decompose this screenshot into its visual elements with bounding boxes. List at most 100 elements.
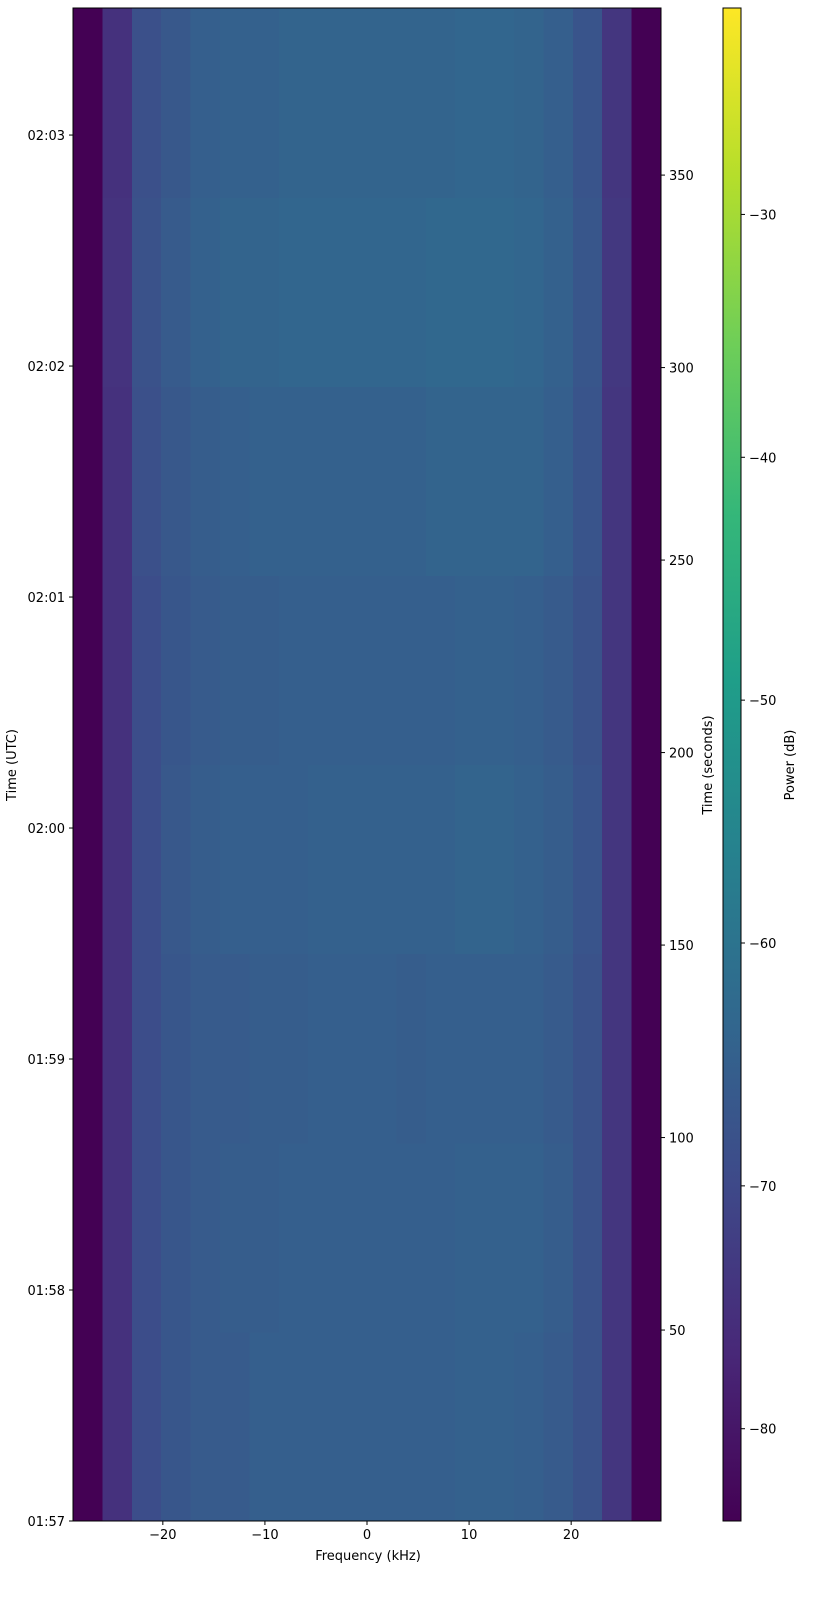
heatmap-cell — [514, 764, 544, 955]
heatmap-cell — [367, 386, 397, 577]
heatmap-cell — [190, 8, 221, 199]
heatmap-cell — [190, 386, 221, 577]
heatmap-cell — [102, 953, 133, 1144]
y2-tick-label: 250 — [669, 554, 694, 569]
x-tick-label: 0 — [363, 1528, 371, 1543]
colorbar-label: Power (dB) — [783, 730, 798, 801]
heatmap-cell — [367, 764, 397, 955]
heatmap-cell — [102, 386, 133, 577]
heatmap-cell — [249, 764, 280, 955]
heatmap-cell — [308, 8, 339, 199]
heatmap-cell — [631, 197, 661, 388]
heatmap-cell — [249, 8, 280, 199]
heatmap-cell — [484, 575, 515, 766]
heatmap-cell — [396, 575, 427, 766]
y-tick-label: 02:03 — [28, 129, 65, 144]
heatmap-cell — [425, 953, 456, 1144]
heatmap-cell — [278, 8, 309, 199]
heatmap-cell — [572, 386, 603, 577]
colorbar-tick-label: −60 — [749, 937, 776, 952]
heatmap-cell — [161, 1142, 192, 1333]
heatmap-cell — [367, 8, 397, 199]
heatmap-cell — [337, 386, 368, 577]
heatmap-cell — [543, 953, 574, 1144]
heatmap-cell — [161, 386, 192, 577]
heatmap-cell — [572, 764, 603, 955]
heatmap-cell — [278, 575, 309, 766]
heatmap-cell — [425, 1331, 456, 1521]
heatmap-cell — [308, 575, 339, 766]
heatmap-cell — [396, 1331, 427, 1521]
heatmap-cell — [543, 386, 574, 577]
heatmap-cell — [73, 953, 103, 1144]
heatmap-cell — [102, 1142, 133, 1333]
heatmap-cell — [455, 575, 486, 766]
heatmap-cell — [631, 8, 661, 199]
heatmap-cell — [484, 1331, 515, 1521]
heatmap-cell — [484, 8, 515, 199]
x-tick-label: 20 — [563, 1528, 580, 1543]
heatmap-cell — [514, 953, 544, 1144]
y2-tick-label: 150 — [669, 939, 694, 954]
heatmap-cell — [190, 1331, 221, 1521]
colorbar-tick-label: −40 — [749, 451, 776, 466]
heatmap-cell — [455, 197, 486, 388]
heatmap-cell — [337, 8, 368, 199]
heatmap-cell — [220, 386, 250, 577]
heatmap-cell — [455, 8, 486, 199]
heatmap-cell — [131, 575, 162, 766]
heatmap-cell — [102, 8, 133, 199]
heatmap-cell — [220, 575, 250, 766]
heatmap-cell — [543, 1142, 574, 1333]
heatmap-cell — [220, 1142, 250, 1333]
heatmap-cell — [220, 953, 250, 1144]
heatmap-cell — [161, 575, 192, 766]
heatmap-cell — [73, 197, 103, 388]
heatmap-cell — [572, 575, 603, 766]
heatmap-cell — [396, 764, 427, 955]
colorbar-tick-label: −80 — [749, 1423, 776, 1438]
heatmap-cell — [190, 575, 221, 766]
heatmap-cell — [367, 953, 397, 1144]
heatmap-cell — [425, 197, 456, 388]
heatmap-cell — [337, 953, 368, 1144]
heatmap-cell — [543, 764, 574, 955]
y-axis-label: Time (UTC) — [5, 729, 20, 802]
heatmap-cell — [220, 764, 250, 955]
heatmap-cell — [278, 953, 309, 1144]
heatmap-cell — [543, 575, 574, 766]
y-tick-label: 02:01 — [28, 591, 65, 606]
heatmap-cell — [337, 197, 368, 388]
heatmap-cell — [543, 8, 574, 199]
heatmap-cell — [131, 1142, 162, 1333]
heatmap-cell — [73, 764, 103, 955]
colorbar-tick-label: −70 — [749, 1180, 776, 1195]
heatmap-cell — [484, 197, 515, 388]
heatmap-cell — [278, 197, 309, 388]
heatmap-cell — [73, 575, 103, 766]
heatmap-cell — [131, 764, 162, 955]
heatmap-cell — [425, 386, 456, 577]
heatmap-cell — [161, 1331, 192, 1521]
y-tick-label: 01:59 — [28, 1053, 65, 1068]
heatmap-cell — [514, 1331, 544, 1521]
heatmap-cell — [190, 953, 221, 1144]
heatmap-cell — [337, 764, 368, 955]
heatmap-cell — [73, 1331, 103, 1521]
heatmap-cell — [455, 1142, 486, 1333]
heatmap-cell — [543, 197, 574, 388]
heatmap-cell — [631, 764, 661, 955]
colorbar-tick-label: −30 — [749, 208, 776, 223]
heatmap-cell — [102, 575, 133, 766]
y-tick-label: 02:02 — [28, 360, 65, 375]
heatmap-cell — [367, 575, 397, 766]
y-tick-label: 01:57 — [28, 1515, 65, 1530]
x-axis-label: Frequency (kHz) — [315, 1549, 421, 1564]
heatmap-cell — [337, 575, 368, 766]
heatmap-cell — [308, 764, 339, 955]
heatmap-cell — [278, 764, 309, 955]
y-tick-label: 01:58 — [28, 1284, 65, 1299]
heatmap-cell — [249, 575, 280, 766]
heatmap-cell — [572, 1142, 603, 1333]
heatmap-cell — [278, 386, 309, 577]
